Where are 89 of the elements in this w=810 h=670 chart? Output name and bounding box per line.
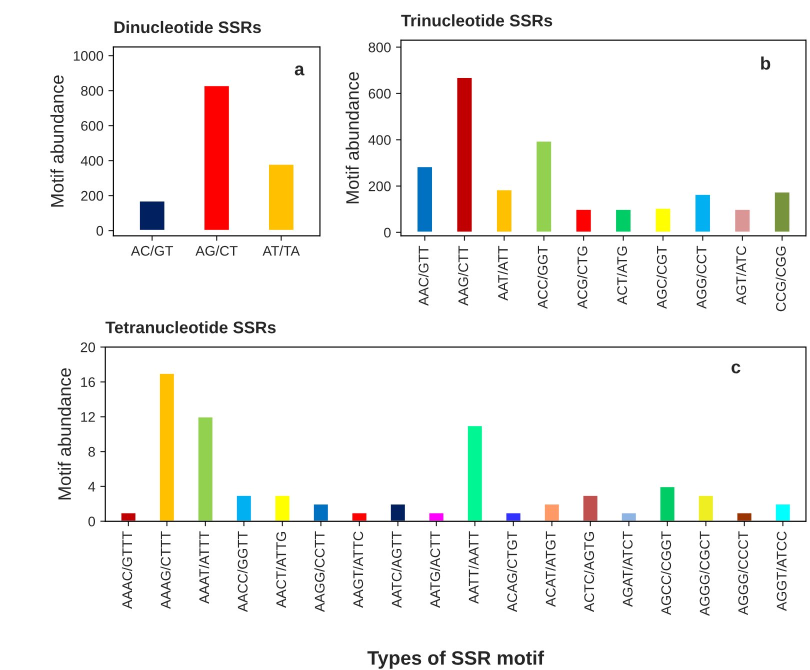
x-tick-label: AAAG/CTTT xyxy=(160,531,171,609)
x-tick-label: AT/TA xyxy=(262,246,300,256)
bar xyxy=(736,512,753,522)
bar xyxy=(574,208,592,234)
x-tick-label: ACG/CTG xyxy=(577,246,588,309)
chart-title: Trinucleotide SSRs xyxy=(401,14,552,26)
bar xyxy=(614,208,632,234)
x-tick-label: AATG/ACTT xyxy=(430,531,440,608)
x-axis-title: Types of SSR motif xyxy=(367,650,544,669)
y-tick-label: 12 xyxy=(81,412,95,422)
y-tick-label: 400 xyxy=(80,156,104,166)
bar xyxy=(158,372,176,522)
y-tick-label: 20 xyxy=(80,342,96,352)
bar xyxy=(312,503,330,522)
y-tick-label: 600 xyxy=(81,120,104,131)
bar xyxy=(235,494,252,522)
x-tick-label: AATC/AGTT xyxy=(391,531,402,608)
y-tick-label: 0 xyxy=(96,226,104,236)
y-tick-label: 200 xyxy=(81,190,104,201)
x-tick-label: AAT/ATT xyxy=(498,246,508,301)
bar xyxy=(543,503,560,522)
y-axis-title: Motif abundance xyxy=(50,75,64,207)
bar xyxy=(582,494,599,522)
x-tick-label: AG/CT xyxy=(195,246,238,256)
bar xyxy=(773,191,791,234)
x-tick-label: AACC/GGTT xyxy=(237,531,248,612)
x-tick-label: AGCC/CGGT xyxy=(660,531,672,616)
bar xyxy=(496,188,513,234)
bar xyxy=(428,512,445,522)
chart-title: Tetranucleotide SSRs xyxy=(105,321,276,334)
bar xyxy=(416,166,434,234)
bar xyxy=(268,163,295,232)
x-tick-label: AGGT/ATCC xyxy=(776,532,787,611)
x-tick-label: ACC/GGT xyxy=(537,246,548,309)
y-tick-label: 800 xyxy=(81,86,104,96)
bar xyxy=(138,200,166,232)
x-tick-label: AAGT/ATTC xyxy=(352,532,364,608)
x-tick-label: AACT/ATTG xyxy=(276,532,286,608)
bar xyxy=(350,512,368,522)
y-axis-title: Motif abundance xyxy=(58,368,72,500)
bar xyxy=(456,76,474,234)
y-tick-label: 800 xyxy=(368,42,391,52)
y-tick-label: 16 xyxy=(81,377,95,388)
chart-title: Dinucleotide SSRs xyxy=(114,20,261,34)
x-tick-label: ACAG/CTGT xyxy=(506,531,518,612)
y-tick-label: 1000 xyxy=(74,50,104,61)
y-tick-label: 600 xyxy=(368,88,391,99)
x-tick-label: CCG/CGG xyxy=(776,246,786,312)
x-tick-label: AAAC/GTTT xyxy=(122,531,132,609)
bar xyxy=(620,512,638,522)
bar xyxy=(504,512,522,522)
x-tick-label: AGGG/CGCT xyxy=(699,531,710,616)
x-tick-label: AGC/CGT xyxy=(656,246,667,309)
x-tick-label: AATT/AATT xyxy=(468,531,479,604)
bar xyxy=(697,494,714,522)
y-axis-title: Motif abundance xyxy=(346,72,359,204)
x-tick-label: AAC/GTT xyxy=(418,246,428,306)
bar xyxy=(120,512,137,522)
x-tick-label: AGAT/ATCT xyxy=(622,531,633,607)
annotation: a xyxy=(294,66,304,76)
y-tick-label: 4 xyxy=(88,482,96,492)
bar xyxy=(389,503,406,522)
x-tick-label: AGGG/CCCT xyxy=(738,531,748,616)
bar xyxy=(694,193,712,234)
bar xyxy=(734,208,752,234)
bar xyxy=(274,494,291,522)
x-tick-label: ACT/ATG xyxy=(616,246,628,305)
x-tick-label: AAG/CTT xyxy=(458,246,468,306)
y-tick-label: 200 xyxy=(368,181,391,192)
bar xyxy=(535,140,553,234)
annotation: c xyxy=(732,363,740,374)
bar xyxy=(774,503,792,522)
bar xyxy=(203,84,230,232)
x-tick-label: AGG/CCT xyxy=(696,246,706,309)
bar xyxy=(466,424,484,522)
x-tick-label: AAGG/CCTT xyxy=(314,531,325,612)
x-tick-label: ACAT/ATGT xyxy=(545,531,556,607)
x-tick-label: AAAT/ATTT xyxy=(198,531,210,604)
bar xyxy=(658,486,676,522)
bar xyxy=(197,416,214,522)
x-tick-label: ACTC/AGTG xyxy=(584,532,594,612)
y-tick-label: 0 xyxy=(88,516,96,526)
bar xyxy=(654,207,672,234)
x-tick-label: AC/GT xyxy=(130,246,174,256)
y-tick-label: 0 xyxy=(384,228,391,238)
y-tick-label: 400 xyxy=(368,135,391,145)
x-tick-label: AGT/ATC xyxy=(736,246,746,305)
y-tick-label: 8 xyxy=(88,446,95,457)
annotation: b xyxy=(761,56,770,70)
